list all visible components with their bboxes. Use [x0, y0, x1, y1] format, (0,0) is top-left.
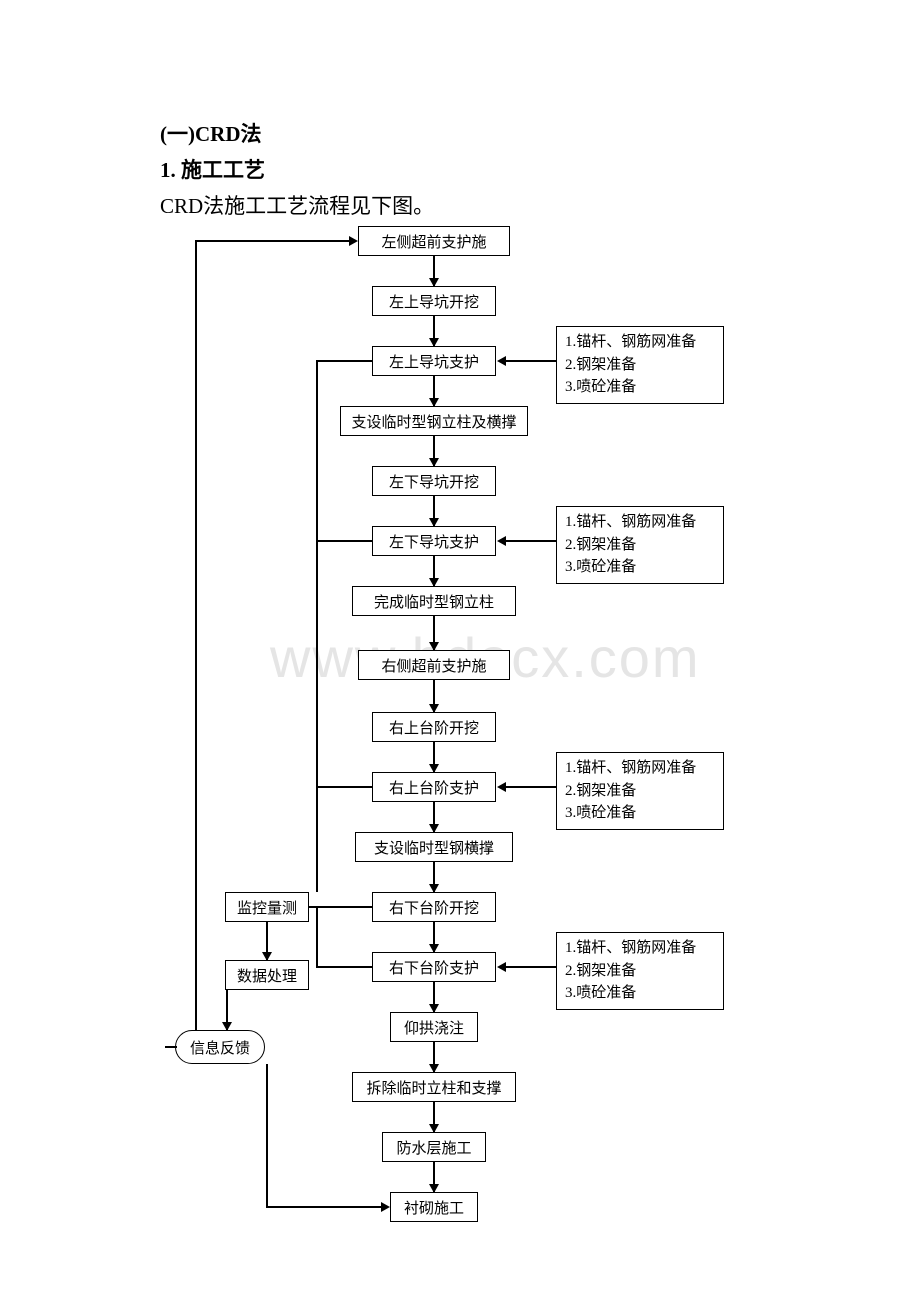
- prep-line-1: 1.锚杆、钢筋网准备: [565, 937, 715, 960]
- node-upper-left-excavate: 左上导坑开挖: [372, 286, 496, 316]
- arrow-down-icon: [429, 642, 439, 651]
- prep-line-1: 1.锚杆、钢筋网准备: [565, 511, 715, 534]
- prep-line-3: 3.喷砼准备: [565, 376, 715, 399]
- connector-h: [195, 240, 350, 242]
- arrow-down-icon: [429, 398, 439, 407]
- prep-line-2: 2.钢架准备: [565, 960, 715, 983]
- arrow-right-icon: [349, 236, 358, 246]
- arrow-down-icon: [429, 1124, 439, 1133]
- node-feedback: 信息反馈: [175, 1030, 265, 1064]
- arrow-down-icon: [429, 578, 439, 587]
- arrow-down-icon: [429, 944, 439, 953]
- prep-line-1: 1.锚杆、钢筋网准备: [565, 757, 715, 780]
- connector-v: [316, 360, 318, 892]
- prep-line-3: 3.喷砼准备: [565, 982, 715, 1005]
- heading-sub: 1. 施工工艺: [160, 154, 434, 184]
- prep-line-3: 3.喷砼准备: [565, 556, 715, 579]
- arrow-down-icon: [222, 1022, 232, 1031]
- arrow-left-icon: [497, 962, 506, 972]
- arrow-down-icon: [429, 458, 439, 467]
- node-lining: 衬砌施工: [390, 1192, 478, 1222]
- side-prep-box-4: 1.锚杆、钢筋网准备 2.钢架准备 3.喷砼准备: [556, 932, 724, 1010]
- connector-h: [165, 1046, 177, 1048]
- prep-line-3: 3.喷砼准备: [565, 802, 715, 825]
- node-upper-left-support: 左上导坑支护: [372, 346, 496, 376]
- arrow-down-icon: [429, 764, 439, 773]
- arrow-down-icon: [429, 1004, 439, 1013]
- connector-v: [316, 906, 318, 967]
- node-lower-right-support: 右下台阶支护: [372, 952, 496, 982]
- connector-h: [316, 360, 372, 362]
- connector-h: [505, 360, 556, 362]
- prep-line-2: 2.钢架准备: [565, 780, 715, 803]
- node-temp-cross-brace: 支设临时型钢横撑: [355, 832, 513, 862]
- connector-v: [195, 240, 197, 1030]
- prep-line-1: 1.锚杆、钢筋网准备: [565, 331, 715, 354]
- node-invert-pour: 仰拱浇注: [390, 1012, 478, 1042]
- prep-line-2: 2.钢架准备: [565, 534, 715, 557]
- arrow-down-icon: [429, 1184, 439, 1193]
- arrow-left-icon: [497, 536, 506, 546]
- node-lower-right-excavate: 右下台阶开挖: [372, 892, 496, 922]
- connector-h: [505, 786, 556, 788]
- node-dataproc: 数据处理: [225, 960, 309, 990]
- arrow-down-icon: [429, 824, 439, 833]
- heading-desc: CRD法施工工艺流程见下图。: [160, 190, 434, 220]
- side-prep-box-3: 1.锚杆、钢筋网准备 2.钢架准备 3.喷砼准备: [556, 752, 724, 830]
- connector-h: [505, 966, 556, 968]
- arrow-down-icon: [429, 1064, 439, 1073]
- node-upper-right-excavate: 右上台阶开挖: [372, 712, 496, 742]
- node-left-advance-support: 左侧超前支护施: [358, 226, 510, 256]
- node-temp-column-cross: 支设临时型钢立柱及横撑: [340, 406, 528, 436]
- connector-h: [266, 1206, 382, 1208]
- node-waterproof: 防水层施工: [382, 1132, 486, 1162]
- document-header: (一)CRD法 1. 施工工艺 CRD法施工工艺流程见下图。: [160, 118, 434, 220]
- connector-h: [505, 540, 556, 542]
- node-upper-right-support: 右上台阶支护: [372, 772, 496, 802]
- arrow-down-icon: [429, 338, 439, 347]
- arrow-left-icon: [497, 782, 506, 792]
- node-remove-temp: 拆除临时立柱和支撑: [352, 1072, 516, 1102]
- connector-v: [266, 1064, 268, 1206]
- prep-line-2: 2.钢架准备: [565, 354, 715, 377]
- side-prep-box-1: 1.锚杆、钢筋网准备 2.钢架准备 3.喷砼准备: [556, 326, 724, 404]
- node-lower-left-excavate: 左下导坑开挖: [372, 466, 496, 496]
- heading-section: (一)CRD法: [160, 118, 434, 148]
- arrow-right-icon: [381, 1202, 390, 1212]
- arrow-down-icon: [262, 952, 272, 961]
- arrow-down-icon: [429, 704, 439, 713]
- node-monitor: 监控量测: [225, 892, 309, 922]
- arrow-down-icon: [429, 884, 439, 893]
- connector-h: [316, 540, 372, 542]
- arrow-left-icon: [497, 356, 506, 366]
- connector-h: [316, 786, 372, 788]
- side-prep-box-2: 1.锚杆、钢筋网准备 2.钢架准备 3.喷砼准备: [556, 506, 724, 584]
- arrow-down-icon: [429, 278, 439, 287]
- node-right-advance-support: 右侧超前支护施: [358, 650, 510, 680]
- connector-h: [309, 906, 372, 908]
- node-complete-temp-column: 完成临时型钢立柱: [352, 586, 516, 616]
- node-lower-left-support: 左下导坑支护: [372, 526, 496, 556]
- connector-h: [316, 966, 372, 968]
- arrow-down-icon: [429, 518, 439, 527]
